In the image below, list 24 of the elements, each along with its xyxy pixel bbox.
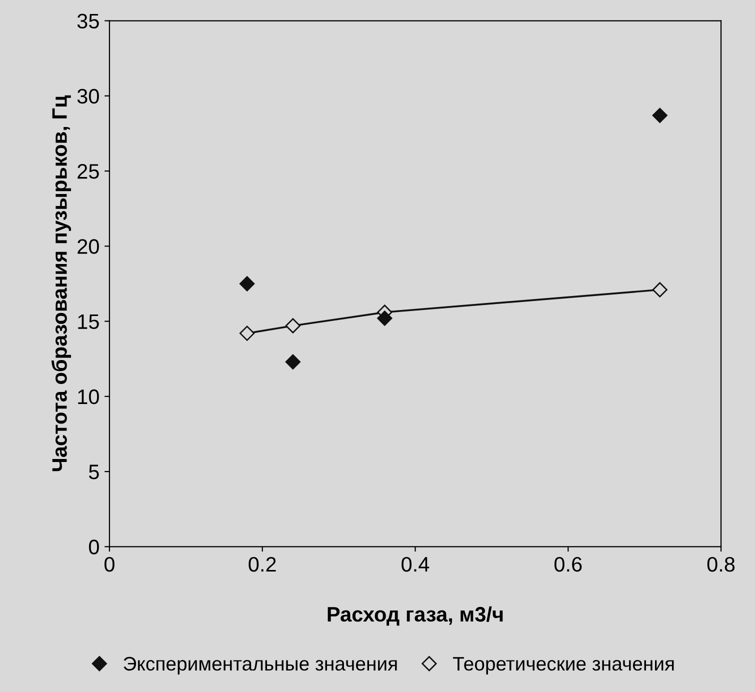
point — [652, 282, 668, 298]
point — [285, 318, 301, 334]
y-tick-label: 20 — [78, 239, 99, 254]
y-tick-label: 25 — [78, 164, 99, 179]
y-tick-label: 35 — [77, 14, 99, 29]
y-axis-title: Частота образования пузырьков, Гц — [51, 95, 72, 472]
point — [652, 108, 668, 123]
y-tick-label: 30 — [77, 88, 99, 104]
legend-label: Экспериментальные значения — [124, 656, 397, 674]
y-tick-label: 10 — [78, 389, 99, 404]
x-tick-label: 0.2 — [248, 556, 276, 572]
x-tick-label: 0.4 — [402, 556, 430, 572]
legend-label: Теоретические значения — [452, 657, 674, 674]
y-tick-label: 5 — [89, 464, 99, 480]
point — [377, 310, 392, 326]
point — [285, 354, 301, 370]
y-tick-label: 15 — [78, 314, 99, 330]
x-tick-label: 0.6 — [554, 556, 582, 572]
x-axis-title: Расход газа, м3/ч — [328, 606, 503, 626]
point — [240, 326, 255, 341]
y-tick-label: 0 — [88, 540, 99, 554]
x-tick-label: 0 — [104, 556, 114, 572]
point — [240, 276, 255, 292]
x-tick-label: 0.8 — [707, 556, 735, 572]
